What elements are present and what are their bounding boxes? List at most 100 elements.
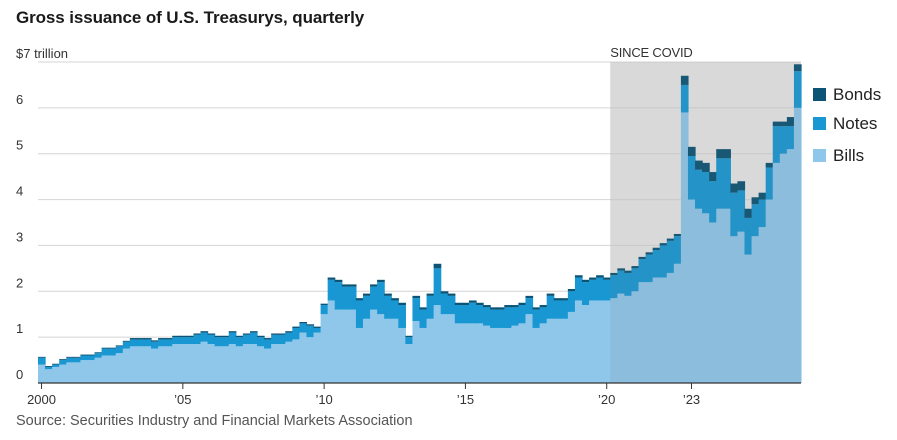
- bar-notes: [433, 268, 442, 306]
- bar-notes: [327, 279, 336, 301]
- bar-bonds: [617, 268, 625, 271]
- bar-bonds: [136, 338, 145, 340]
- bar-notes: [744, 217, 753, 255]
- bar-notes: [497, 309, 505, 328]
- since-covid-overlay: [610, 62, 801, 383]
- y-tick-label: $7 trillion: [16, 46, 68, 61]
- bar-notes: [172, 337, 180, 345]
- bar-notes: [751, 204, 760, 237]
- x-tick-label: ’23: [683, 392, 700, 407]
- bar-bills: [370, 309, 378, 383]
- bar-bonds: [447, 293, 456, 296]
- bar-bills: [751, 236, 760, 383]
- bar-bills: [419, 327, 428, 383]
- bar-notes: [299, 323, 308, 333]
- bar-bonds: [221, 335, 230, 338]
- bar-bonds: [193, 333, 202, 335]
- bar-bills: [723, 208, 731, 383]
- bar-bonds: [433, 263, 442, 269]
- bar-bills: [709, 222, 717, 383]
- bar-notes: [567, 291, 576, 312]
- bar-bills: [546, 318, 555, 383]
- bar-notes: [228, 332, 237, 345]
- bar-bills: [122, 348, 131, 383]
- bar-bills: [94, 357, 103, 383]
- bar-bills: [384, 318, 392, 383]
- bar-notes: [447, 295, 456, 315]
- bar-bills: [461, 323, 470, 383]
- bar-bonds: [751, 197, 760, 205]
- bar-bonds: [59, 359, 67, 361]
- bar-bonds: [645, 252, 654, 255]
- bar-bonds: [737, 181, 746, 191]
- bar-bills: [440, 314, 449, 383]
- bar-bills: [476, 323, 484, 383]
- source-note: Source: Securities Industry and Financia…: [16, 413, 413, 429]
- bar-notes: [45, 366, 53, 370]
- bar-bonds: [596, 275, 604, 278]
- y-tick-label: 1: [16, 321, 23, 336]
- bar-notes: [680, 84, 689, 113]
- bar-bonds: [610, 272, 618, 276]
- bar-bills: [433, 305, 442, 383]
- bar-bills: [59, 364, 67, 383]
- bar-bonds: [108, 347, 117, 349]
- bar-bills: [645, 282, 654, 383]
- bar-bills: [257, 346, 265, 383]
- bar-bonds: [765, 162, 774, 168]
- bar-bills: [151, 348, 159, 383]
- bar-bills: [45, 369, 53, 383]
- bar-notes: [108, 348, 117, 356]
- bar-bills: [504, 327, 512, 383]
- bar-notes: [468, 302, 477, 324]
- bar-bonds: [454, 302, 463, 306]
- bar-bonds: [723, 149, 731, 159]
- bar-bonds: [532, 307, 541, 310]
- bar-bonds: [384, 293, 392, 296]
- bar-notes: [87, 355, 96, 361]
- bar-bonds: [709, 172, 717, 182]
- bar-notes: [779, 126, 788, 154]
- bar-bonds: [313, 326, 322, 328]
- bar-bonds: [129, 338, 138, 340]
- bar-bonds: [285, 331, 293, 333]
- bar-bills: [377, 314, 385, 383]
- bar-bonds: [122, 340, 131, 342]
- bar-bonds: [242, 333, 251, 335]
- y-tick-label: 4: [16, 184, 23, 199]
- bar-bonds: [235, 335, 244, 338]
- bar-notes: [313, 327, 322, 333]
- bar-bonds: [497, 307, 505, 310]
- bar-notes: [786, 126, 795, 150]
- bar-bonds: [504, 305, 512, 308]
- bar-notes: [723, 158, 731, 209]
- bar-notes: [384, 295, 392, 319]
- y-tick-label: 5: [16, 138, 23, 153]
- bar-bonds: [327, 277, 336, 280]
- bar-notes: [504, 307, 512, 328]
- bar-notes: [165, 339, 173, 347]
- bar-bills: [447, 314, 456, 383]
- bar-bonds: [292, 326, 300, 328]
- bar-bonds: [730, 183, 739, 193]
- bar-bonds: [398, 302, 406, 306]
- bar-notes: [426, 295, 435, 319]
- bar-notes: [603, 279, 611, 301]
- bar-bills: [624, 295, 633, 383]
- legend-swatch-bills: [813, 149, 826, 162]
- bar-bills: [320, 314, 329, 383]
- bar-bills: [87, 360, 96, 383]
- bar-notes: [419, 309, 428, 328]
- bar-bonds: [405, 335, 414, 338]
- bar-notes: [341, 286, 350, 310]
- bar-bills: [490, 327, 498, 383]
- bar-bonds: [306, 324, 315, 326]
- bar-bonds: [419, 307, 428, 310]
- bar-bills: [228, 344, 237, 383]
- bar-notes: [666, 240, 675, 273]
- bar-bonds: [257, 335, 265, 338]
- bar-notes: [94, 353, 103, 358]
- bar-bonds: [391, 298, 399, 301]
- bar-notes: [518, 305, 527, 324]
